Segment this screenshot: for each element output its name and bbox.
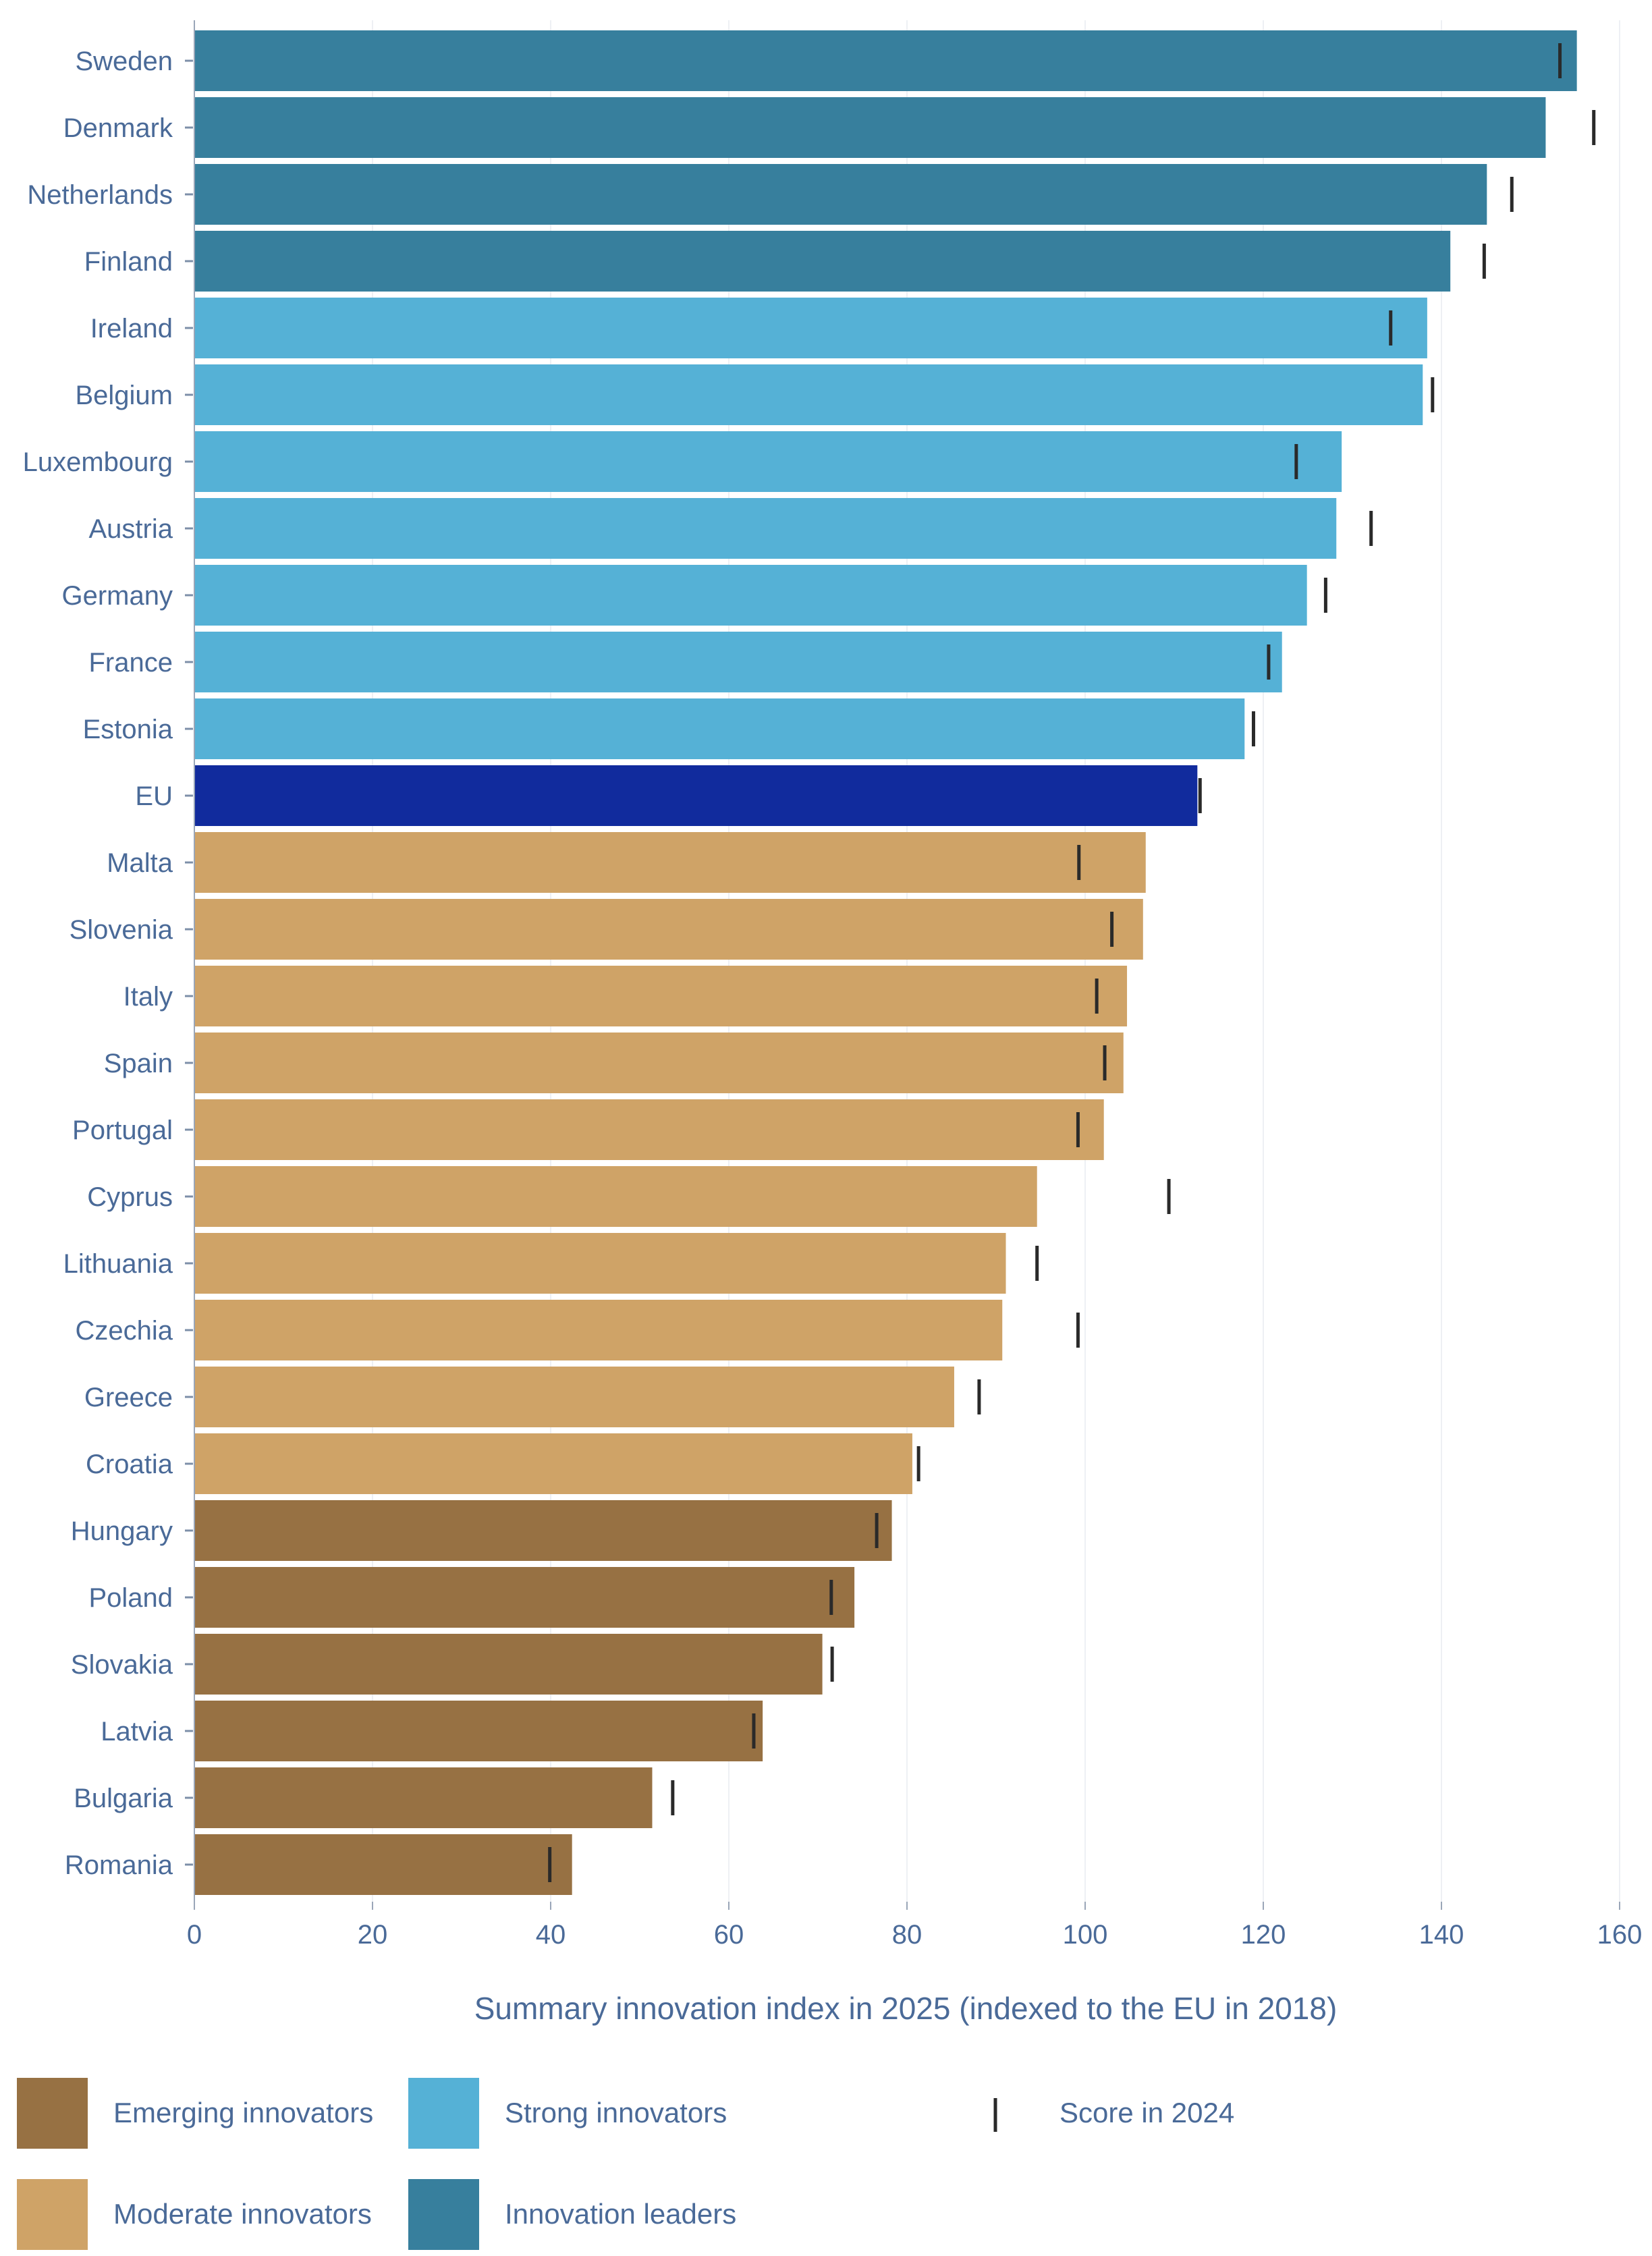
category-label: Luxembourg	[23, 447, 173, 477]
bar	[194, 30, 1577, 91]
legend-label: Emerging innovators	[113, 2097, 373, 2128]
legend-label: Innovation leaders	[505, 2198, 736, 2230]
x-tick-label: 80	[892, 1920, 923, 1950]
category-label: Greece	[84, 1383, 173, 1412]
legend-label: Score in 2024	[1059, 2097, 1234, 2128]
bar	[194, 1767, 653, 1828]
x-axis-title: Summary innovation index in 2025 (indexe…	[474, 1991, 1338, 2026]
x-tick-label: 140	[1419, 1920, 1464, 1950]
legend-swatch	[408, 2078, 479, 2149]
x-tick-label: 60	[714, 1920, 744, 1950]
bar	[194, 632, 1282, 692]
category-label: Denmark	[63, 113, 173, 143]
category-label: Slovenia	[70, 915, 173, 945]
y-axis-labels: Sweden Denmark Netherlands Finland Ireland Be…	[23, 47, 193, 1880]
category-label: Latvia	[101, 1717, 173, 1746]
bar	[194, 298, 1427, 358]
bar	[194, 1634, 823, 1695]
bar	[194, 164, 1487, 225]
x-tick-label: 40	[536, 1920, 566, 1950]
bar	[194, 431, 1342, 492]
bar	[194, 966, 1128, 1026]
bar	[194, 1433, 912, 1494]
bar	[194, 1701, 763, 1761]
x-tick-label: 160	[1597, 1920, 1643, 1950]
legend-label: Strong innovators	[505, 2097, 727, 2128]
bar	[194, 1367, 954, 1427]
category-label: Cyprus	[87, 1182, 173, 1212]
bar	[194, 765, 1198, 826]
x-axis: 0 20 40 60 80 100 120 140 160	[187, 20, 1643, 1950]
category-label: Netherlands	[27, 180, 173, 210]
bar	[194, 899, 1143, 960]
category-label: Spain	[104, 1049, 173, 1078]
x-tick-label: 0	[187, 1920, 202, 1950]
bar	[194, 1834, 572, 1895]
category-label: Czechia	[75, 1316, 173, 1346]
category-label: Lithuania	[63, 1249, 173, 1279]
bar	[194, 1233, 1006, 1294]
category-label: EU	[135, 781, 173, 811]
category-label: Sweden	[75, 47, 173, 76]
bar	[194, 1099, 1104, 1160]
bar	[194, 1033, 1124, 1093]
category-label: Belgium	[75, 381, 173, 410]
category-label: Poland	[88, 1583, 173, 1613]
x-tick-label: 100	[1063, 1920, 1108, 1950]
bar	[194, 498, 1337, 559]
category-label: Hungary	[71, 1516, 173, 1546]
bar	[194, 231, 1451, 292]
category-label: Ireland	[90, 314, 173, 343]
bar	[194, 565, 1307, 626]
category-label: Malta	[107, 848, 173, 878]
legend: Emerging innovators Strong innovators Scor…	[17, 2078, 1234, 2250]
category-label: France	[89, 648, 173, 678]
legend-swatch	[408, 2179, 479, 2250]
category-label: Italy	[123, 982, 173, 1012]
category-label: Slovakia	[71, 1650, 173, 1680]
bar	[194, 832, 1146, 893]
bar	[194, 1166, 1037, 1227]
bar	[194, 1300, 1003, 1360]
x-tick-label: 120	[1241, 1920, 1286, 1950]
category-label: Austria	[89, 514, 173, 544]
category-label: Germany	[62, 581, 173, 611]
category-label: Croatia	[86, 1450, 173, 1479]
legend-swatch	[17, 2078, 88, 2149]
bar	[194, 97, 1546, 158]
category-label: Finland	[84, 247, 173, 277]
bar	[194, 698, 1245, 759]
bar	[194, 1567, 855, 1628]
category-label: Portugal	[72, 1116, 173, 1145]
bar	[194, 1500, 892, 1561]
category-label: Bulgaria	[74, 1784, 173, 1813]
bar	[194, 364, 1423, 425]
bars	[194, 30, 1577, 1895]
x-tick-label: 20	[358, 1920, 388, 1950]
category-label: Estonia	[83, 715, 173, 744]
legend-label: Moderate innovators	[113, 2198, 372, 2230]
legend-swatch	[17, 2179, 88, 2250]
markers-2024	[548, 43, 1596, 1882]
category-label: Romania	[65, 1850, 173, 1880]
